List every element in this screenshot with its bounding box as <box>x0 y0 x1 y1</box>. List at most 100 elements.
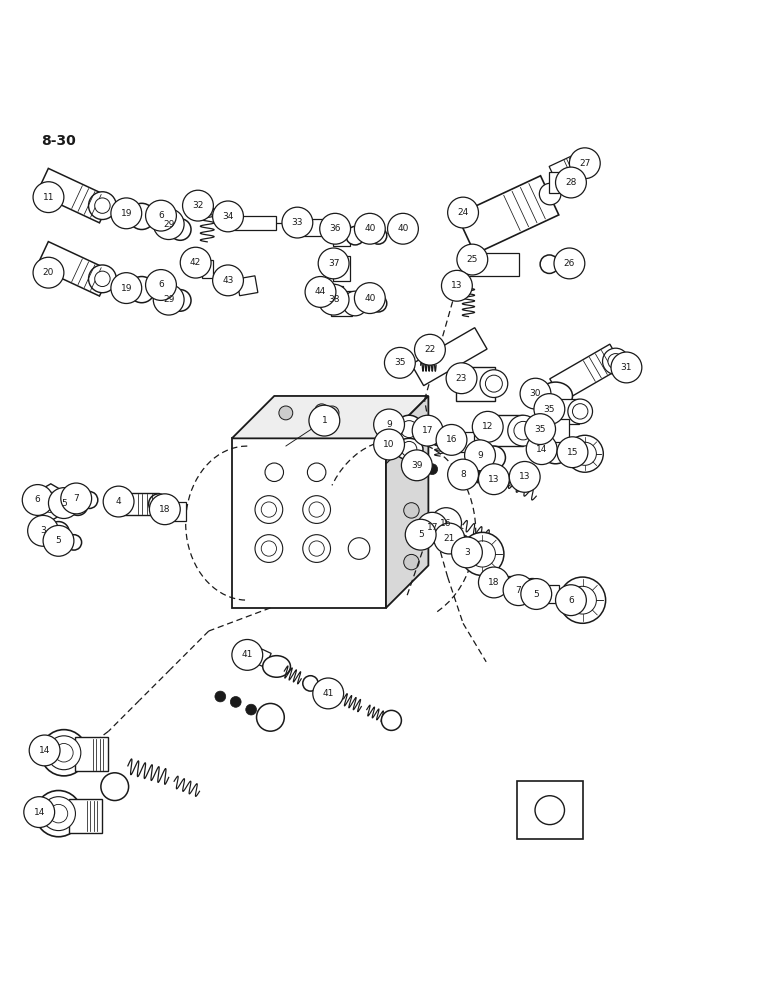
Ellipse shape <box>482 446 506 469</box>
Circle shape <box>313 678 344 709</box>
Text: 23: 23 <box>455 374 467 383</box>
Text: 24: 24 <box>458 208 469 217</box>
Polygon shape <box>333 256 350 281</box>
Ellipse shape <box>101 773 129 801</box>
Circle shape <box>514 421 533 440</box>
Circle shape <box>461 532 504 576</box>
Circle shape <box>146 270 176 300</box>
Circle shape <box>33 257 64 288</box>
Text: 7: 7 <box>73 494 79 503</box>
FancyBboxPatch shape <box>517 781 583 839</box>
Text: 5: 5 <box>56 536 61 545</box>
Text: 5: 5 <box>418 530 424 539</box>
Text: 37: 37 <box>328 259 340 268</box>
Circle shape <box>520 378 551 409</box>
Circle shape <box>325 406 339 420</box>
Polygon shape <box>69 799 102 833</box>
Polygon shape <box>456 367 495 401</box>
Circle shape <box>568 399 593 424</box>
Circle shape <box>412 415 443 446</box>
Circle shape <box>479 567 510 598</box>
Ellipse shape <box>539 382 573 410</box>
Circle shape <box>556 585 587 616</box>
Polygon shape <box>232 438 386 608</box>
Circle shape <box>557 437 588 468</box>
Circle shape <box>22 485 53 515</box>
Ellipse shape <box>66 535 82 550</box>
Polygon shape <box>501 576 518 591</box>
Circle shape <box>163 286 172 295</box>
Text: 11: 11 <box>42 193 54 202</box>
Circle shape <box>602 348 628 374</box>
Ellipse shape <box>149 494 169 514</box>
Circle shape <box>480 370 508 398</box>
Polygon shape <box>441 519 455 539</box>
Circle shape <box>305 277 336 307</box>
Polygon shape <box>113 493 159 515</box>
Text: 14: 14 <box>536 445 547 454</box>
Circle shape <box>574 442 597 465</box>
Circle shape <box>374 429 405 460</box>
Text: 18: 18 <box>488 578 499 587</box>
Circle shape <box>472 471 485 483</box>
Circle shape <box>316 684 325 693</box>
Text: 8: 8 <box>460 470 466 479</box>
Circle shape <box>255 535 283 562</box>
Text: 25: 25 <box>466 255 478 264</box>
Circle shape <box>265 463 283 482</box>
Ellipse shape <box>535 796 564 825</box>
Circle shape <box>384 347 415 378</box>
Text: 20: 20 <box>42 268 54 277</box>
Circle shape <box>465 440 496 471</box>
Polygon shape <box>333 225 350 246</box>
Ellipse shape <box>395 438 423 460</box>
Polygon shape <box>232 396 428 438</box>
Text: 41: 41 <box>242 650 253 659</box>
Text: 16: 16 <box>445 435 457 444</box>
Circle shape <box>405 519 436 550</box>
Circle shape <box>525 414 556 445</box>
Ellipse shape <box>48 522 69 543</box>
Circle shape <box>215 691 225 702</box>
Circle shape <box>560 577 605 623</box>
Polygon shape <box>549 172 563 193</box>
Circle shape <box>318 284 349 315</box>
Ellipse shape <box>395 415 423 443</box>
Circle shape <box>232 639 262 670</box>
Circle shape <box>103 486 134 517</box>
Ellipse shape <box>81 492 98 508</box>
Text: 28: 28 <box>565 178 577 187</box>
Text: 6: 6 <box>35 495 41 504</box>
Circle shape <box>180 247 211 278</box>
Circle shape <box>150 494 180 525</box>
Ellipse shape <box>129 203 155 230</box>
Circle shape <box>521 579 552 609</box>
Circle shape <box>569 586 597 614</box>
Text: 6: 6 <box>158 280 164 289</box>
Circle shape <box>95 271 110 287</box>
Text: 3: 3 <box>40 526 46 535</box>
Circle shape <box>163 216 172 226</box>
Text: 29: 29 <box>163 220 174 229</box>
Ellipse shape <box>68 495 88 515</box>
Circle shape <box>452 537 482 568</box>
Circle shape <box>570 148 600 179</box>
Circle shape <box>111 273 142 303</box>
Circle shape <box>446 363 477 394</box>
Circle shape <box>28 515 59 546</box>
Text: 8-30: 8-30 <box>41 134 76 148</box>
Circle shape <box>47 736 81 770</box>
Circle shape <box>479 464 510 495</box>
Ellipse shape <box>170 290 191 311</box>
Circle shape <box>573 404 588 419</box>
Circle shape <box>415 334 445 365</box>
Circle shape <box>49 804 68 823</box>
Circle shape <box>307 463 326 482</box>
Circle shape <box>24 797 55 828</box>
Ellipse shape <box>170 219 191 240</box>
Text: 16: 16 <box>440 519 452 528</box>
Polygon shape <box>330 291 352 316</box>
Circle shape <box>282 207 313 238</box>
Ellipse shape <box>540 255 559 273</box>
Polygon shape <box>550 344 623 402</box>
